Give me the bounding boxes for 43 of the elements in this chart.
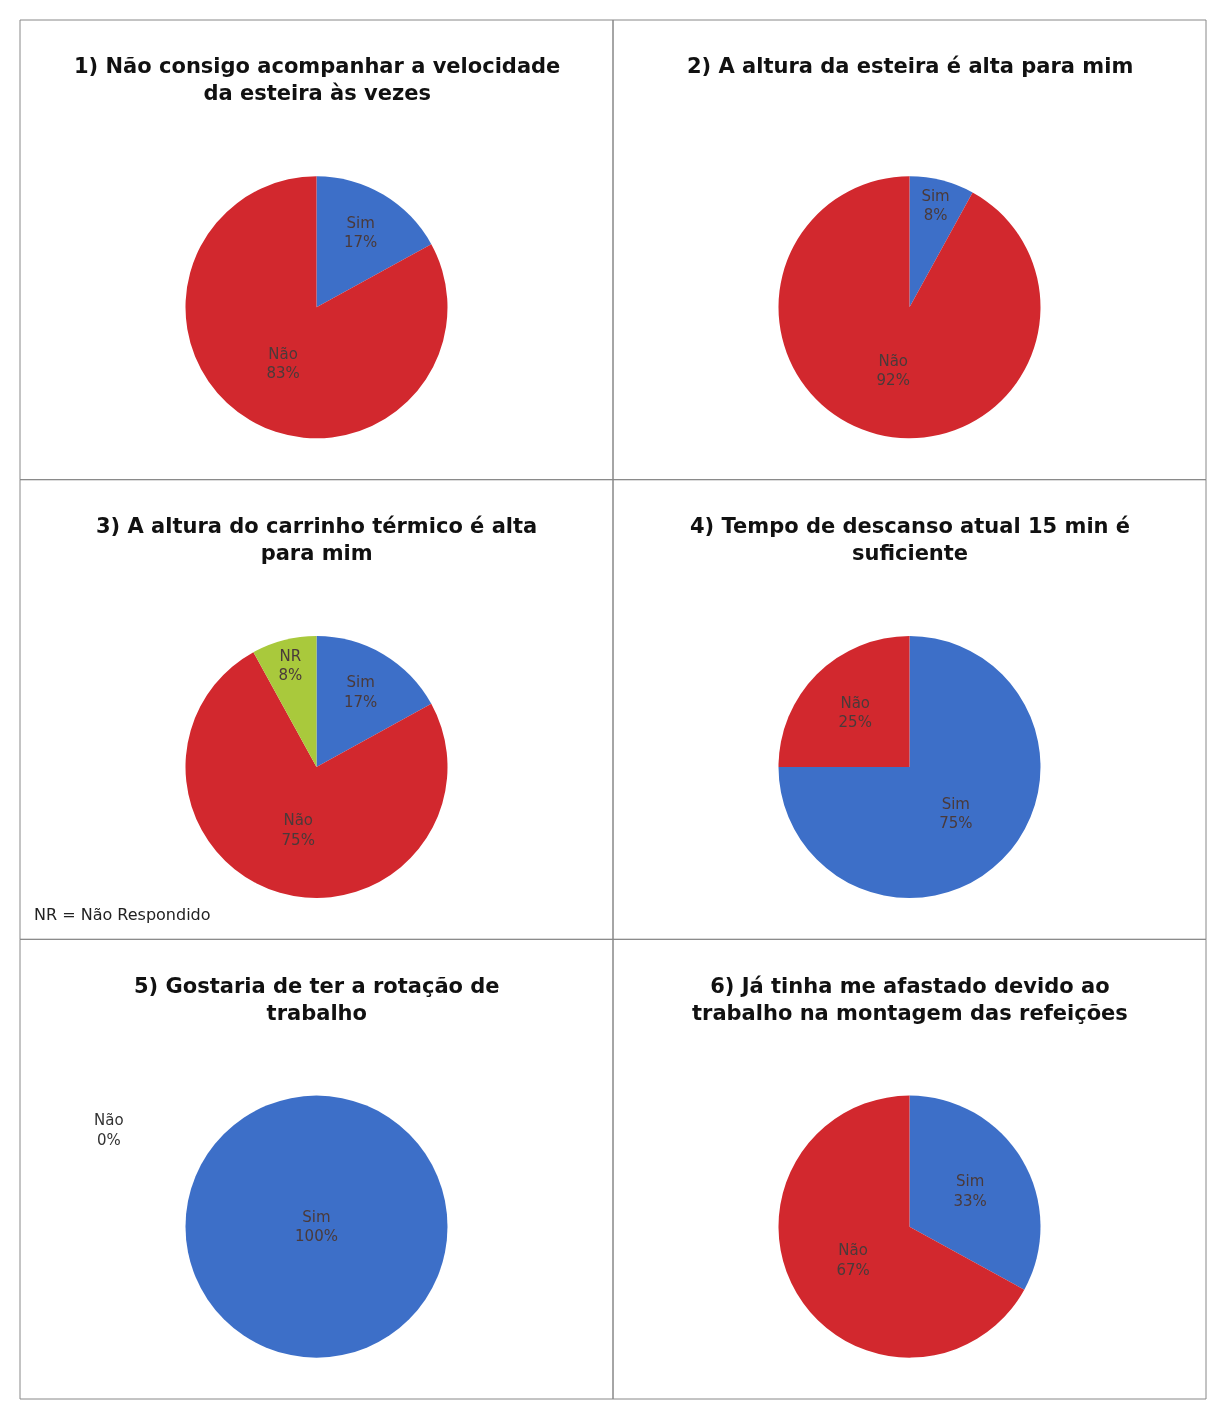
pie-slice: [909, 176, 973, 308]
chart-title: 5) Gostaria de ter a rotação de trabalho: [134, 974, 500, 1026]
pie-slice: [316, 635, 432, 767]
slice-label: NR: [279, 646, 302, 665]
data-label: 83%: [266, 364, 300, 383]
slice-label: Não: [838, 1241, 868, 1260]
pie-slice: [778, 176, 1041, 439]
pie-slice: [778, 635, 910, 767]
chart-title: 4) Tempo de descanso atual 15 min é suficiente: [690, 514, 1131, 566]
pie-slice: [778, 635, 1041, 898]
data-label: 75%: [281, 830, 315, 849]
chart-title: 1) Não consigo acompanhar a velocidade da esteira às vezes: [74, 54, 561, 106]
data-label: 8%: [923, 206, 948, 225]
pie-slice: [778, 1095, 1025, 1358]
data-label: 67%: [836, 1260, 870, 1279]
category-label: Não: [94, 1111, 124, 1129]
text: 0%: [96, 1130, 121, 1149]
data-label: 92%: [876, 371, 910, 390]
slice-label: Sim: [921, 186, 950, 205]
slice-label: Sim: [955, 1172, 985, 1191]
data-label: 8%: [278, 666, 303, 685]
slice-label: Sim: [941, 794, 970, 813]
pie-slice: [909, 1095, 1041, 1290]
slice-label: Sim: [346, 213, 375, 232]
chart-title: 6) Já tinha me afastado devido ao trabalho na montagem das refeições: [692, 974, 1128, 1026]
data-label: 75%: [939, 814, 973, 833]
text: NR = Não Respondido: [34, 905, 211, 924]
slice-label: Não: [283, 811, 314, 830]
data-label: 17%: [344, 233, 378, 252]
slice-label: Sim: [302, 1207, 331, 1226]
chart-title: 2) A altura da esteira é alta para mim: [687, 54, 1134, 78]
chart-title: 3) A altura do carrinho térmico é alta para mim: [96, 514, 538, 566]
data-label: 100%: [295, 1227, 338, 1246]
data-label: 33%: [953, 1191, 987, 1210]
slice-label: Sim: [346, 673, 375, 692]
slice-label: Não: [840, 693, 871, 712]
pie-slice: [185, 176, 448, 439]
slice-label: Não: [268, 344, 298, 363]
data-label: 17%: [344, 692, 378, 711]
data-label: 25%: [838, 713, 872, 732]
pie-slice: [253, 635, 317, 767]
pie-slice: [316, 176, 432, 308]
slice-label: Não: [878, 351, 909, 370]
